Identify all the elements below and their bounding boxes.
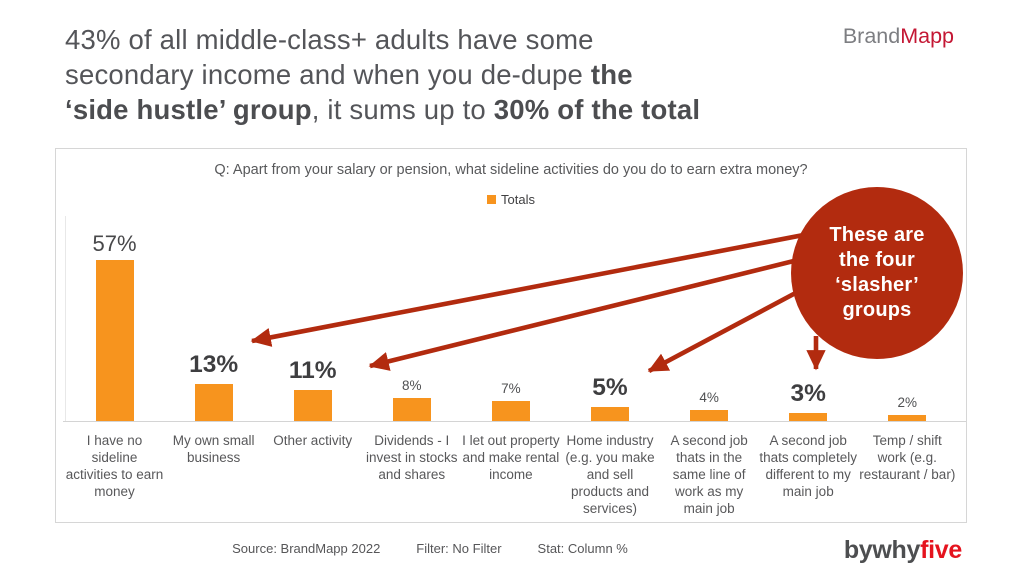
bar (194, 384, 233, 421)
bar (690, 409, 729, 421)
annotation-text-line: the four (838, 249, 916, 271)
chart-question: Q: Apart from your salary or pension, wh… (214, 162, 808, 178)
annotation-text-line: groups (842, 299, 912, 321)
bywhyfive-logo-gray: bywhy (843, 536, 921, 564)
bar (591, 406, 629, 421)
brandmapp-logo-gray: Brand (842, 24, 901, 48)
category-label: Dividends - I invest in stocks and share… (366, 433, 458, 482)
bywhyfive-logo: bywhyfive (844, 536, 962, 565)
footer-meta: Source: BrandMapp 2022 Filter: No Filter… (150, 541, 710, 556)
bar-value-label: 2% (897, 395, 918, 411)
category-label: A second job thats completely different … (759, 433, 857, 499)
annotation-text-line: ‘slasher’ (835, 274, 919, 296)
bar-value-label: 3% (790, 379, 826, 407)
title-line-3-bold1: ‘side hustle’ group (65, 94, 312, 125)
category-label: Other activity (273, 433, 353, 448)
category-label: A second job thats in the same line of w… (670, 433, 748, 516)
brandmapp-logo: BrandMapp (843, 24, 954, 49)
title-line-3: , it sums up to (311, 94, 494, 125)
bar-value-label: 5% (592, 373, 628, 401)
bar-value-label: 57% (92, 231, 137, 256)
category-label: Temp / shift work (e.g. restaurant / bar… (859, 433, 956, 482)
page-title: 43% of all middle-class+ adults have som… (65, 22, 700, 127)
category-label: My own small business (172, 433, 255, 465)
brandmapp-logo-red: Mapp (900, 24, 954, 48)
bar (491, 401, 530, 421)
bar (789, 412, 828, 421)
legend-swatch-icon (487, 195, 497, 204)
title-line-2: secondary income and when you de-dupe (65, 59, 591, 90)
bywhyfive-logo-red: five (920, 536, 962, 564)
bar (95, 260, 134, 421)
bar-value-label: 8% (402, 378, 422, 394)
bar (888, 415, 927, 422)
chart-legend: Totals (55, 192, 967, 207)
bar (392, 398, 431, 421)
category-label: I let out property and make rental incom… (462, 433, 560, 482)
title-line-1: 43% of all middle-class+ adults have som… (65, 24, 594, 55)
category-label: Home industry (e.g. you make and sell pr… (565, 433, 655, 516)
x-axis-line (63, 421, 966, 422)
title-line-3-bold2: 30% of the total (493, 94, 701, 125)
y-axis-line (65, 216, 66, 421)
footer-source: Source: BrandMapp 2022 (232, 541, 381, 556)
bar-value-label: 4% (699, 389, 719, 405)
bar (293, 389, 332, 421)
bar-value-label: 7% (501, 381, 521, 397)
bar-value-label: 13% (189, 351, 239, 379)
footer-filter: Filter: No Filter (416, 541, 502, 556)
annotation-text-line: These are (829, 224, 925, 246)
footer-stat: Stat: Column % (537, 541, 628, 556)
title-line-2-bold: the (590, 59, 633, 90)
bar-value-label: 11% (288, 356, 337, 384)
legend-label: Totals (501, 192, 535, 207)
annotation-circle: These are the four ‘slasher’ groups (791, 187, 963, 359)
category-label: I have no sideline activities to earn mo… (65, 433, 164, 499)
